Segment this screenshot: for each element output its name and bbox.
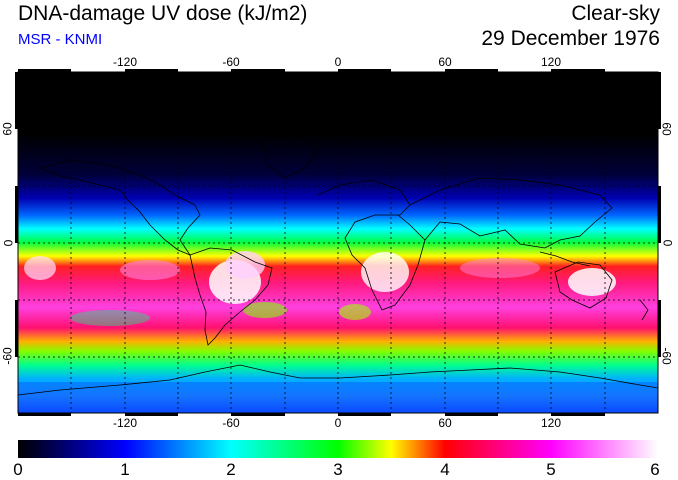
map-date: 29 December 1976 (481, 27, 660, 50)
colorbar-label: 5 (546, 460, 556, 479)
colorbar (18, 440, 658, 458)
coastlines (18, 134, 658, 396)
lon-tick-bottom: -120 (112, 416, 138, 430)
lon-tick-top: -120 (112, 55, 138, 69)
lon-tick-top: 0 (334, 55, 342, 69)
lon-tick-bottom: 120 (540, 416, 562, 430)
lon-tick-bottom: -60 (222, 416, 240, 430)
lat-tick-left: 0 (1, 239, 16, 247)
lat-tick-left: -60 (0, 347, 15, 365)
colorbar-label: 3 (333, 460, 343, 479)
lat-tick-right: 60 (659, 122, 674, 136)
lon-tick-top: 120 (540, 55, 562, 69)
lat-tick-right: 0 (660, 239, 675, 247)
colorbar-label: 4 (440, 460, 450, 479)
colorbar-label: 0 (13, 460, 23, 479)
lat-tick-left: 60 (0, 122, 15, 136)
frame-scale-top (18, 69, 605, 72)
map-title: DNA-damage UV dose (kJ/m2) (18, 2, 308, 25)
colorbar-label: 2 (226, 460, 236, 479)
source-label: MSR - KNMI (18, 31, 103, 48)
lon-tick-bottom: 0 (334, 416, 342, 430)
colorbar-label: 6 (650, 460, 660, 479)
lon-tick-top: 60 (438, 55, 452, 69)
frame-scale-left (15, 72, 18, 357)
graticule (18, 72, 658, 413)
lat-tick-right: -60 (659, 347, 674, 365)
lon-tick-top: -60 (222, 55, 240, 69)
colorbar-label: 1 (120, 460, 130, 479)
lon-tick-bottom: 60 (438, 416, 452, 430)
frame-scale-bottom (18, 413, 605, 416)
frame-scale-right (658, 72, 661, 357)
sky-condition: Clear-sky (571, 2, 660, 25)
